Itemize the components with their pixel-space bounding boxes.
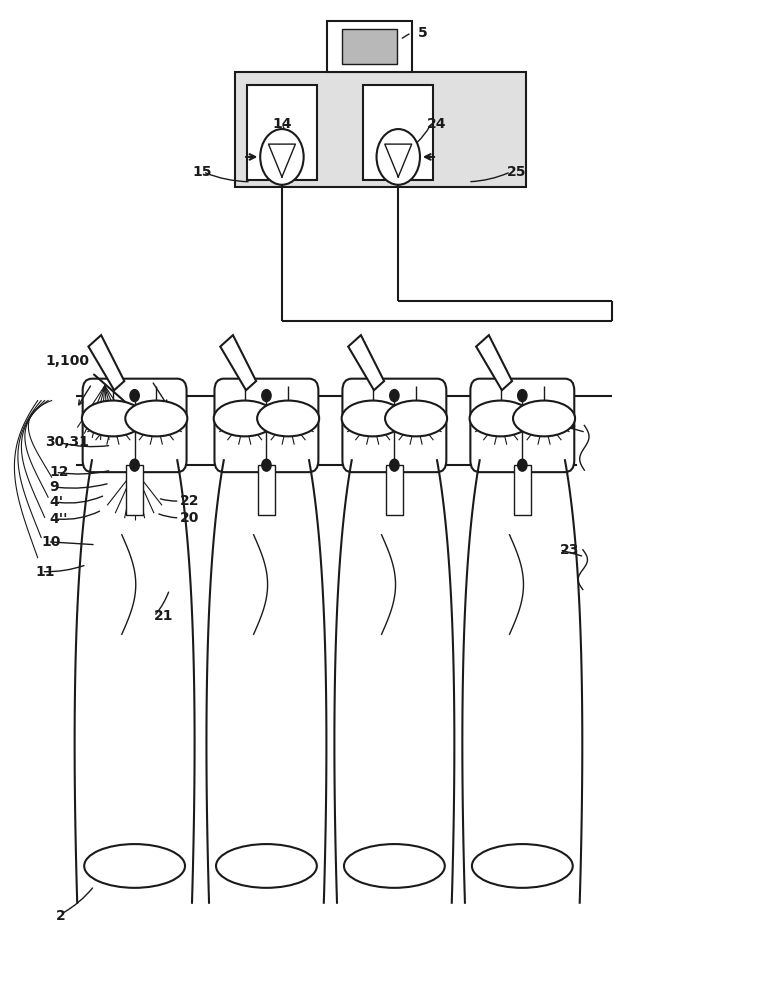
- Circle shape: [130, 459, 139, 471]
- Text: 22: 22: [180, 494, 199, 508]
- Circle shape: [260, 129, 304, 185]
- Bar: [342, 29, 397, 64]
- Circle shape: [262, 459, 271, 471]
- Circle shape: [376, 129, 420, 185]
- Text: 9: 9: [49, 480, 59, 494]
- Text: 25: 25: [507, 165, 526, 179]
- Text: 4'': 4'': [49, 512, 68, 526]
- Circle shape: [262, 390, 271, 402]
- Polygon shape: [348, 335, 384, 390]
- Ellipse shape: [469, 401, 532, 436]
- FancyBboxPatch shape: [215, 379, 319, 472]
- Bar: [247, 85, 317, 180]
- Text: 24: 24: [427, 117, 447, 131]
- Ellipse shape: [341, 401, 404, 436]
- Text: 5: 5: [418, 26, 427, 40]
- Text: 21: 21: [154, 609, 173, 623]
- Polygon shape: [476, 335, 512, 390]
- Ellipse shape: [344, 844, 445, 888]
- Text: 15: 15: [193, 165, 212, 179]
- Bar: [235, 72, 526, 187]
- Bar: [514, 465, 531, 515]
- Text: 12: 12: [49, 465, 69, 479]
- Circle shape: [390, 459, 399, 471]
- Ellipse shape: [82, 401, 144, 436]
- Bar: [327, 21, 412, 72]
- Text: 20: 20: [180, 511, 199, 525]
- Bar: [386, 465, 403, 515]
- Circle shape: [518, 390, 527, 402]
- Circle shape: [130, 390, 139, 402]
- Text: 2: 2: [55, 909, 66, 923]
- Text: 14: 14: [273, 117, 292, 131]
- Text: 30,31: 30,31: [45, 435, 89, 449]
- Ellipse shape: [214, 401, 276, 436]
- Bar: [126, 465, 143, 515]
- FancyBboxPatch shape: [342, 379, 446, 472]
- Ellipse shape: [513, 401, 575, 436]
- Ellipse shape: [84, 844, 185, 888]
- Circle shape: [518, 459, 527, 471]
- Text: 11: 11: [35, 565, 55, 579]
- Bar: [258, 465, 275, 515]
- Ellipse shape: [216, 844, 317, 888]
- FancyBboxPatch shape: [83, 379, 187, 472]
- FancyBboxPatch shape: [470, 379, 574, 472]
- Text: 1,100: 1,100: [45, 354, 90, 368]
- Ellipse shape: [385, 401, 447, 436]
- Ellipse shape: [125, 401, 187, 436]
- Text: 23: 23: [559, 543, 579, 557]
- Text: 13: 13: [557, 418, 576, 432]
- Circle shape: [390, 390, 399, 402]
- Bar: [363, 85, 433, 180]
- Ellipse shape: [472, 844, 572, 888]
- Text: 10: 10: [41, 535, 61, 549]
- Text: 4': 4': [49, 495, 63, 509]
- Polygon shape: [88, 335, 124, 390]
- Polygon shape: [220, 335, 256, 390]
- Ellipse shape: [257, 401, 319, 436]
